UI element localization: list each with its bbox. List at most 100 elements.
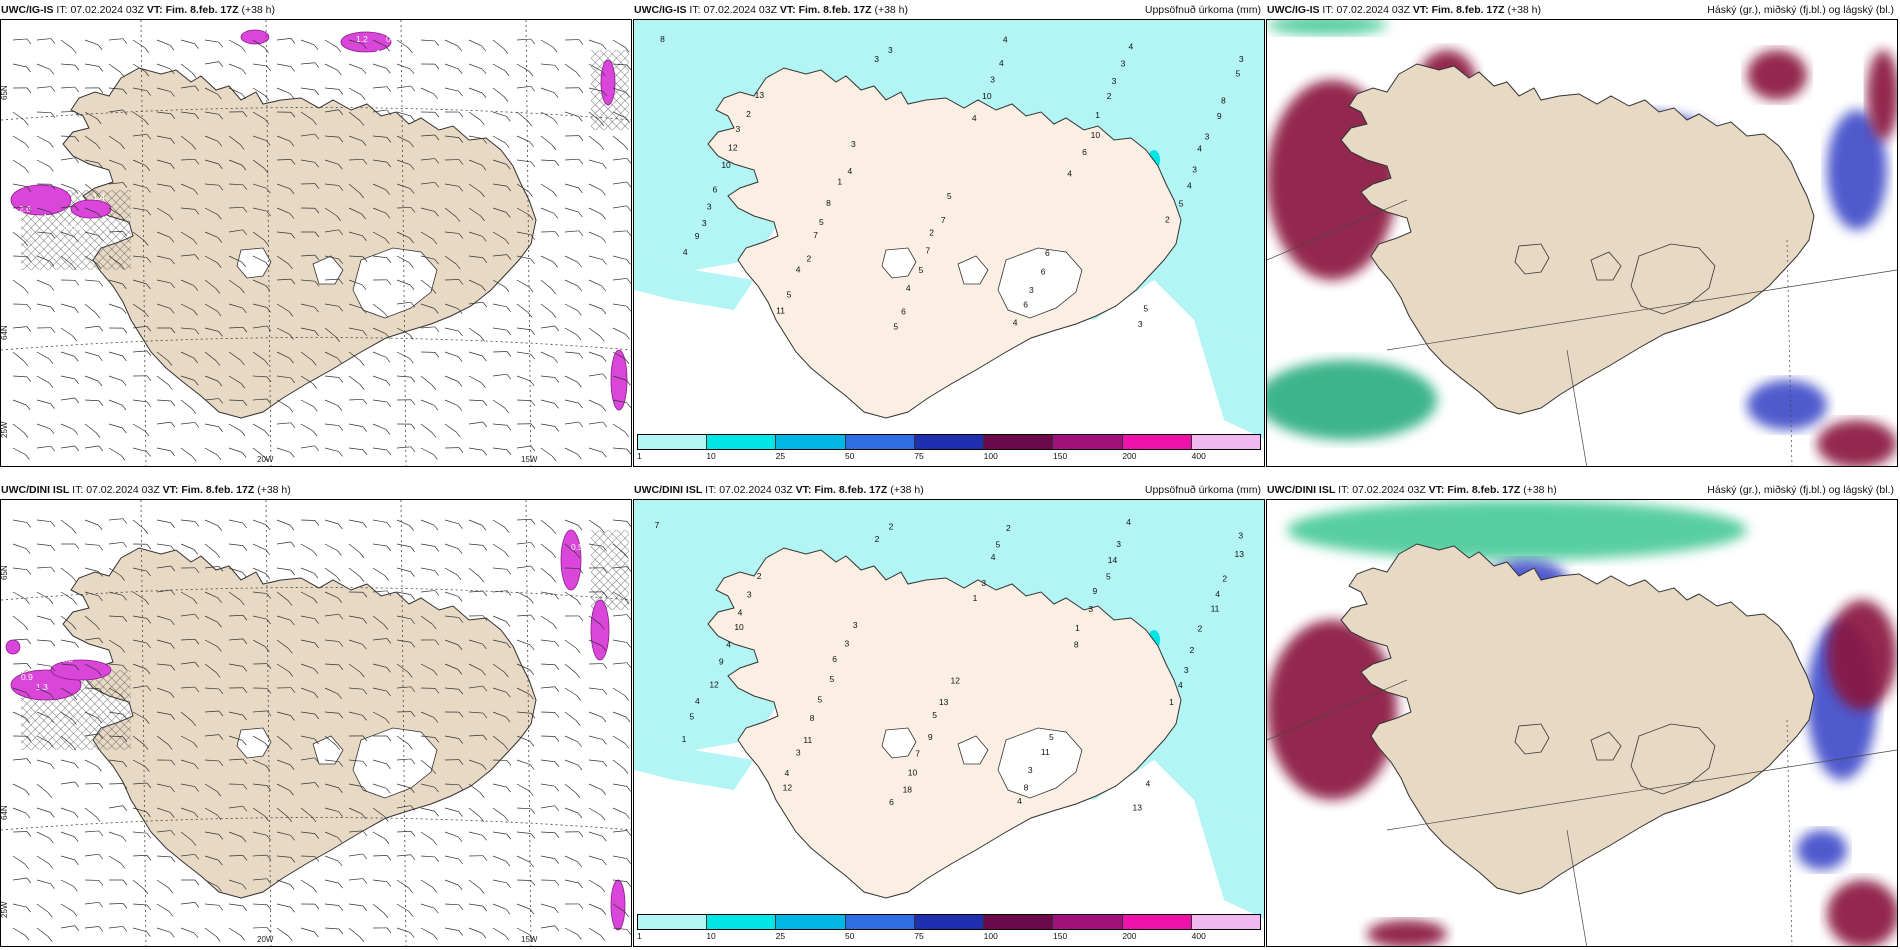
wind-barb [204,207,222,220]
wind-barb [324,255,343,265]
wind-barb [180,63,197,78]
wind-barb [204,519,223,531]
lead-time: (+38 h) [1507,4,1542,16]
wind-barb [540,831,560,838]
wind-barb [60,567,77,582]
wind-barb [252,759,271,771]
wind-barb [492,207,511,218]
low-cloud [1827,600,1897,710]
wind-barb [252,325,272,332]
wind-barb [372,807,389,822]
wind-barb [12,38,32,45]
wind-barb [108,399,127,411]
wind-barb [324,351,342,364]
wind-barb [444,303,463,314]
boundary-line [1566,829,1588,946]
wind-barb [12,111,29,126]
precip-value: 3 [1138,319,1143,329]
wind-barb [492,231,510,245]
wind-barb [60,639,80,648]
low-cloud [1267,620,1397,800]
wind-barb [396,135,414,148]
precip-value: 5 [995,539,1000,549]
wind-barb [588,855,607,866]
precip-value: 6 [1041,267,1046,277]
precip-value: 8 [826,198,831,208]
wind-barb [348,830,368,837]
precip-value: 4 [796,265,801,275]
wind-barb [276,111,296,118]
wind-barb [84,207,103,219]
precip-value: 7 [925,245,930,255]
wind-barb [252,159,269,174]
wind-barb [156,735,173,750]
wind-barb [36,111,56,118]
glacier [881,247,917,279]
precip-area [634,250,754,310]
wind-barb [396,686,416,693]
wind-barb [492,183,512,192]
wind-barb [36,231,56,239]
precip-value: 4 [1129,42,1134,52]
colorbar-segment [707,915,777,929]
wind-barb [348,663,365,678]
wind-barb [228,831,247,843]
wind-barb [108,63,125,78]
glacier [997,247,1083,319]
wind-barb [444,519,463,529]
wind-barb [348,303,367,314]
wind-barb [36,591,54,605]
wind-barb [276,807,293,823]
precip-value: 7 [941,215,946,225]
wind-barb [108,567,126,581]
wind-barb [612,591,630,605]
colorbar [637,914,1261,930]
wind-barb [156,543,176,552]
wind-barb [468,111,485,126]
wind-barb [60,879,78,892]
wind-barb [180,759,199,770]
wind-barb [84,135,101,150]
wind-barb [348,111,365,126]
wind-barb [588,373,608,380]
wind-barb [204,398,224,404]
wind-barb [420,759,437,775]
wind-barb [132,375,152,382]
wind-barb [60,375,79,385]
wind-barb [132,879,149,895]
wind-barb [36,927,53,942]
wind-barb [396,639,416,648]
wind-barb [204,303,222,317]
wind-barb [396,351,414,364]
wind-barb [156,279,175,289]
map-area: 0.8 1.1 0.5 1.9 0.9 1.3 65N 64N 20W 15W 25W [0,499,632,947]
wind-barb [276,687,296,693]
wind-barb [492,759,512,766]
wind-barb [204,231,223,243]
wind-barb [396,591,416,600]
wind-barb [372,759,391,769]
precip-value: 12 [783,782,793,792]
precip-value: 10 [1091,130,1101,140]
icing-contour [10,184,72,216]
precip-value: 3 [888,45,893,55]
wind-barb [84,445,104,452]
wind-barb [372,447,392,456]
precip-value: 3 [702,218,707,228]
wind-barb [324,159,343,170]
wind-barb [588,543,608,552]
panel-header: UWC/IG-IS IT: 07.02.2024 03Z VT: Fim. 8.… [1267,3,1894,17]
wind-barb [84,111,102,125]
wind-barb [108,711,128,720]
wind-barb [516,855,534,868]
wind-barb [108,591,127,601]
wind-barb [444,903,464,911]
wind-barb [612,351,630,365]
wind-barb [276,541,296,548]
wind-barb [612,735,630,749]
valid-time-label: VT: [795,484,812,496]
latitude-line [1,107,631,121]
precip-value: 3 [1116,539,1121,549]
wind-barb [372,255,392,263]
contour-value: 1.2 [356,34,368,44]
